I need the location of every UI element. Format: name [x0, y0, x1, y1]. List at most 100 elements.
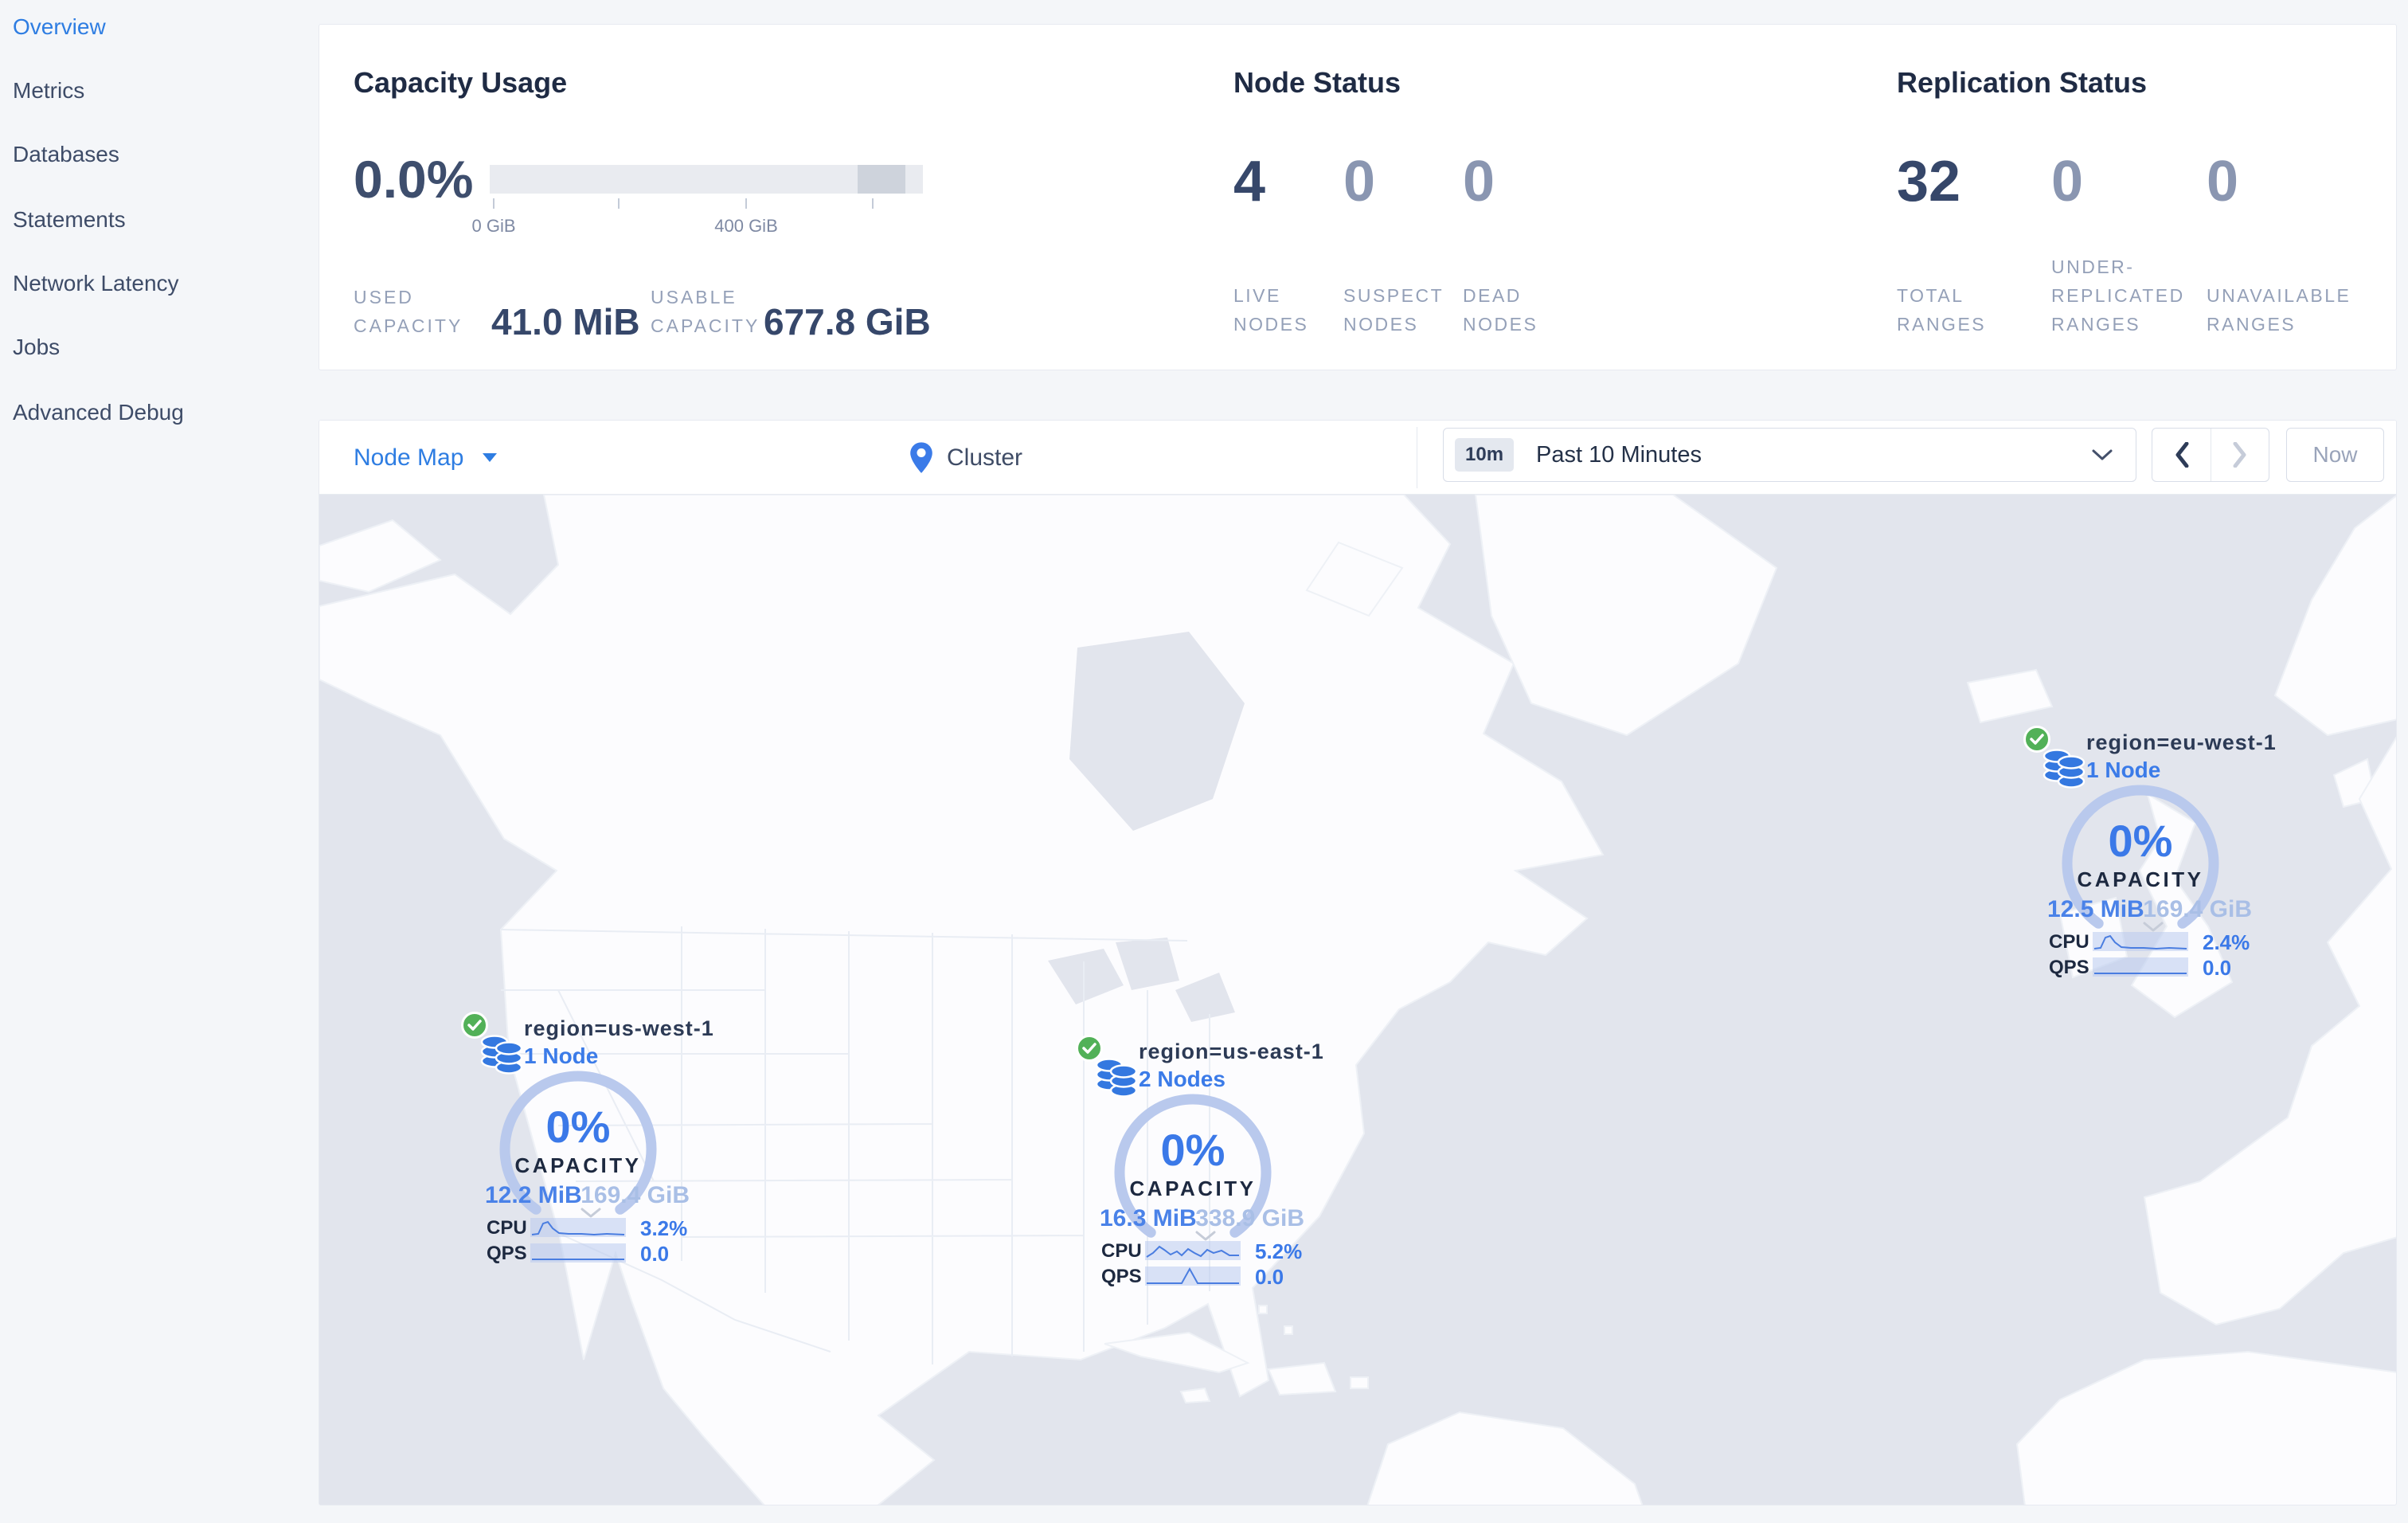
cpu-value: 2.4% [2203, 930, 2250, 954]
region-nodes-link[interactable]: 1 Node [524, 1043, 599, 1068]
region-name: region=us-west-1 [524, 1016, 714, 1040]
next-interval-button[interactable] [2211, 429, 2269, 481]
now-button[interactable]: Now [2286, 428, 2384, 482]
capacity-tick [618, 198, 620, 209]
qps-label: QPS [487, 1243, 527, 1264]
capacity-percent: 0.0% [354, 150, 474, 209]
gauge-label: CAPACITY [514, 1153, 642, 1177]
capacity-usage-title: Capacity Usage [354, 66, 568, 99]
great-lake [1116, 938, 1179, 990]
time-range-dropdown[interactable]: 10m Past 10 Minutes [1443, 428, 2136, 482]
region-nodes-link[interactable]: 2 Nodes [1139, 1067, 1226, 1091]
breadcrumb-label: Cluster [947, 444, 1023, 471]
north-america-landmass [319, 495, 1605, 1505]
region-total-capacity: 169.4 GiB [580, 1182, 690, 1208]
total-ranges-label: TOTAL RANGES [1897, 285, 1987, 335]
sidebar-item-statements[interactable]: Statements [13, 207, 126, 232]
cpu-row: CPU 3.2% [447, 1216, 710, 1240]
prev-interval-button[interactable] [2152, 429, 2211, 481]
region-total-capacity: 338.9 GiB [1195, 1205, 1304, 1231]
under-replicated-value: 0 [2051, 150, 2084, 213]
cluster-summary-panel: Capacity Usage 0.0% 0 GiB 400 GiB USED C… [319, 24, 2397, 370]
capacity-bar-reserved-segment [858, 165, 906, 194]
scandinavia-landmass [2273, 495, 2396, 737]
expand-chevron-icon[interactable] [1195, 1231, 1216, 1242]
sidebar-item-network-latency[interactable]: Network Latency [13, 271, 179, 296]
qps-row: QPS 0.0 [1061, 1265, 1324, 1289]
region-marker-us-east-1[interactable]: region=us-east-1 2 Nodes 0% CAPACITY 16.… [1061, 1035, 1324, 1298]
gauge-percent: 0% [545, 1102, 611, 1152]
qps-sparkline [530, 1243, 626, 1263]
region-nodes-link[interactable]: 1 Node [2086, 758, 2161, 782]
qps-label: QPS [2049, 957, 2089, 978]
sidebar-item-metrics[interactable]: Metrics [13, 78, 85, 103]
region-used-capacity: 16.3 MiB [1100, 1205, 1197, 1231]
qps-sparkline [2093, 957, 2188, 977]
node-map-panel: Node Map Cluster 10m Past 10 Minutes [319, 420, 2397, 1505]
locality-breadcrumb[interactable]: Cluster [909, 421, 1022, 495]
caret-down-icon [483, 453, 498, 462]
sidebar: Overview Metrics Databases Statements Ne… [0, 0, 319, 1523]
sidebar-item-overview[interactable]: Overview [13, 14, 106, 39]
time-range-label: Past 10 Minutes [1536, 441, 1702, 468]
gauge-label: CAPACITY [2077, 867, 2204, 891]
great-lake [1175, 973, 1235, 1022]
region-used-capacity: 12.2 MiB [485, 1182, 582, 1208]
region-marker-us-west-1[interactable]: region=us-west-1 1 Node 0% CAPACITY 12.2… [447, 1012, 713, 1274]
suspect-nodes-value: 0 [1343, 150, 1376, 213]
time-pager [2152, 428, 2269, 482]
database-icon [2042, 749, 2086, 789]
database-icon [480, 1035, 523, 1075]
expand-chevron-icon[interactable] [2143, 922, 2164, 933]
iceland-landmass [1966, 668, 2054, 724]
usable-capacity-label: USABLE CAPACITY [651, 287, 760, 336]
gauge-label: CAPACITY [1129, 1177, 1257, 1200]
used-capacity-value: 41.0 MiB [491, 301, 640, 343]
sidebar-item-jobs[interactable]: Jobs [13, 335, 61, 359]
unavailable-ranges-value: 0 [2207, 150, 2239, 213]
region-marker-eu-west-1[interactable]: region=eu-west-1 1 Node 0% CAPACITY 12.5… [2009, 726, 2276, 989]
cpu-sparkline [2093, 932, 2188, 951]
region-name: region=us-east-1 [1139, 1039, 1324, 1063]
cpu-label: CPU [487, 1217, 527, 1239]
qps-value: 0.0 [640, 1242, 670, 1266]
view-selector-label: Node Map [354, 444, 464, 471]
chevron-right-icon [2233, 442, 2246, 468]
cpu-value: 5.2% [1255, 1239, 1303, 1263]
island [1284, 1325, 1293, 1335]
expand-chevron-icon[interactable] [580, 1208, 601, 1219]
jamaica-landmass [1179, 1387, 1211, 1404]
qps-row: QPS 0.0 [447, 1242, 710, 1266]
qps-sparkline [1145, 1267, 1241, 1286]
qps-value: 0.0 [1255, 1265, 1284, 1289]
sidebar-item-advanced-debug[interactable]: Advanced Debug [13, 400, 184, 425]
island [1258, 1305, 1268, 1314]
cuba-landmass [1104, 1331, 1250, 1374]
qps-value: 0.0 [2203, 956, 2232, 980]
cpu-row: CPU 2.4% [2009, 930, 2272, 954]
hispaniola-landmass [1267, 1361, 1337, 1396]
great-lake [1048, 949, 1124, 1004]
used-capacity-label: USED CAPACITY [354, 287, 463, 336]
location-pin-icon [910, 441, 932, 473]
gauge-percent: 0% [1160, 1125, 1226, 1175]
capacity-tick-label: 0 GiB [471, 216, 516, 236]
database-icon [1095, 1058, 1138, 1098]
usable-capacity-value: 677.8 GiB [764, 301, 931, 343]
chevron-down-icon [2092, 449, 2113, 460]
replication-status-title: Replication Status [1897, 66, 2148, 99]
check-icon [461, 1012, 488, 1039]
sidebar-item-databases[interactable]: Databases [13, 142, 119, 166]
cpu-sparkline [530, 1218, 626, 1237]
unavailable-ranges-label: UNAVAILABLE RANGES [2207, 285, 2351, 335]
greenland-landmass [1474, 495, 1778, 737]
north-africa-landmass [2015, 1350, 2396, 1505]
node-map: region=us-west-1 1 Node 0% CAPACITY 12.2… [319, 495, 2396, 1505]
cpu-value: 3.2% [640, 1216, 688, 1240]
live-nodes-label: LIVE NODES [1233, 285, 1309, 335]
qps-row: QPS 0.0 [2009, 956, 2272, 980]
cpu-label: CPU [2049, 931, 2089, 953]
dead-nodes-label: DEAD NODES [1463, 285, 1538, 335]
view-selector-dropdown[interactable]: Node Map [354, 421, 498, 495]
dead-nodes-value: 0 [1463, 150, 1495, 213]
